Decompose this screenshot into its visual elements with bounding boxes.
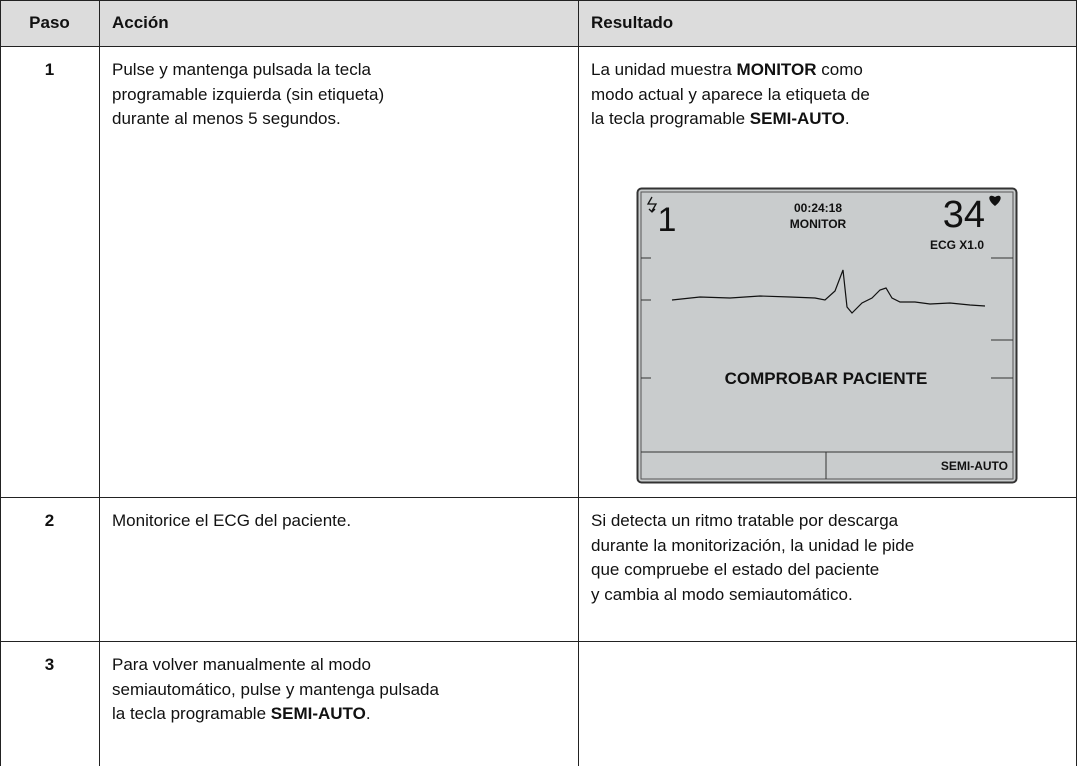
- text-run: .: [844, 109, 850, 128]
- text-line: Para volver manualmente al modo: [112, 653, 371, 677]
- text-line: durante la monitorización, la unidad le …: [591, 534, 914, 558]
- text-run: como: [816, 60, 863, 79]
- header-cell: Resultado: [591, 13, 674, 32]
- text-run: la tecla programable: [591, 109, 750, 128]
- softkey-label: SEMI-AUTO: [941, 459, 1008, 473]
- step-number: 3: [44, 655, 55, 674]
- text-run: Si detecta un ritmo tratable por descarg…: [591, 511, 899, 530]
- text-line: La unidad muestra MONITOR como: [591, 58, 863, 82]
- text-run: .: [365, 704, 371, 723]
- time: 00:24:18: [794, 201, 842, 215]
- step-number: 1: [44, 60, 55, 79]
- header-bg: [0, 0, 1077, 46]
- text-run: durante al menos 5 segundos.: [112, 109, 341, 128]
- text-run: programable izquierda (sin etiqueta): [112, 84, 385, 104]
- header-cell: Acción: [112, 13, 169, 32]
- step-number: 2: [44, 511, 55, 530]
- device-screen: 1 00:24:18 MONITOR 34 ECG X1.0 COMPROBAR…: [636, 187, 1018, 484]
- text-line: Monitorice el ECG del paciente.: [112, 509, 351, 533]
- heart-rate: 34: [943, 194, 985, 236]
- bold-text: SEMI-AUTO: [749, 109, 845, 128]
- text-line: semiautomático, pulse y mantenga pulsada: [112, 678, 439, 702]
- text-line: modo actual y aparece la etiqueta de: [591, 83, 870, 107]
- text-run: Monitorice el ECG del paciente.: [112, 511, 352, 530]
- text-run: Para volver manualmente al modo: [112, 655, 371, 674]
- lead: ECG X1.0: [930, 238, 984, 252]
- text-line: programable izquierda (sin etiqueta): [112, 83, 384, 107]
- text-run: la tecla programable: [112, 704, 271, 723]
- energy: 1: [658, 201, 677, 239]
- text-run: semiautomático, pulse y mantenga pulsada: [112, 679, 439, 699]
- text-line: Si detecta un ritmo tratable por descarg…: [591, 509, 898, 533]
- bold-text: SEMI-AUTO: [270, 704, 366, 723]
- text-run: La unidad muestra: [591, 60, 737, 79]
- text-line: la tecla programable SEMI-AUTO.: [112, 702, 371, 726]
- text-line: Pulse y mantenga pulsada la tecla: [112, 58, 371, 82]
- text-run: durante la monitorización, la unidad le …: [591, 535, 915, 555]
- text-run: Pulse y mantenga pulsada la tecla: [112, 60, 371, 79]
- message: COMPROBAR PACIENTE: [725, 369, 928, 388]
- text-line: durante al menos 5 segundos.: [112, 107, 341, 131]
- text-run: que compruebe el estado del paciente: [591, 560, 880, 579]
- text-run: modo actual y aparece la etiqueta de: [591, 84, 870, 104]
- bold-text: MONITOR: [736, 60, 817, 79]
- header-cell: Paso: [29, 13, 70, 32]
- text-line: que compruebe el estado del paciente: [591, 558, 879, 582]
- text-line: y cambia al modo semiautomático.: [591, 583, 853, 607]
- text-run: y cambia al modo semiautomático.: [591, 584, 853, 604]
- mode: MONITOR: [790, 217, 847, 231]
- text-line: la tecla programable SEMI-AUTO.: [591, 107, 850, 131]
